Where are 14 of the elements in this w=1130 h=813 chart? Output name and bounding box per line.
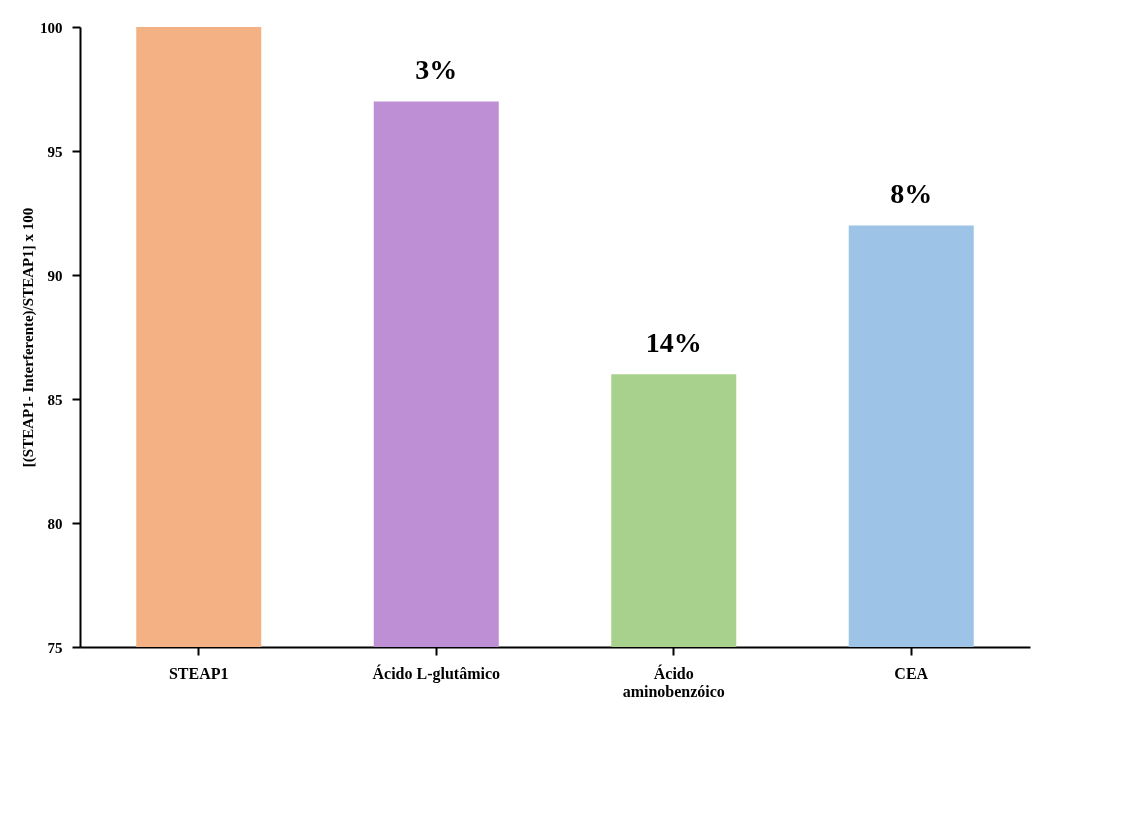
y-tick-label: 95 [47,143,63,160]
y-tick-label: 85 [47,391,63,408]
y-tick-label: 80 [47,515,63,532]
x-tick-label: Ácido L-glutâmico [372,663,501,683]
annotation: 3% [415,54,458,86]
y-tick-label: 90 [47,267,63,284]
x-tick-label: STEAP1 [168,664,229,682]
annotation: 8% [890,178,933,210]
x-tick-label: Ácido aminobenzóico [622,663,725,700]
y-tick-label: 75 [47,639,63,656]
annotation: 14% [645,327,702,359]
y-axis-title: [(STEAP1- Interferente)/STEAP1] x 100 [20,207,37,468]
y-tick-label: 100 [40,19,63,36]
x-tick-label: CEA [894,664,929,682]
